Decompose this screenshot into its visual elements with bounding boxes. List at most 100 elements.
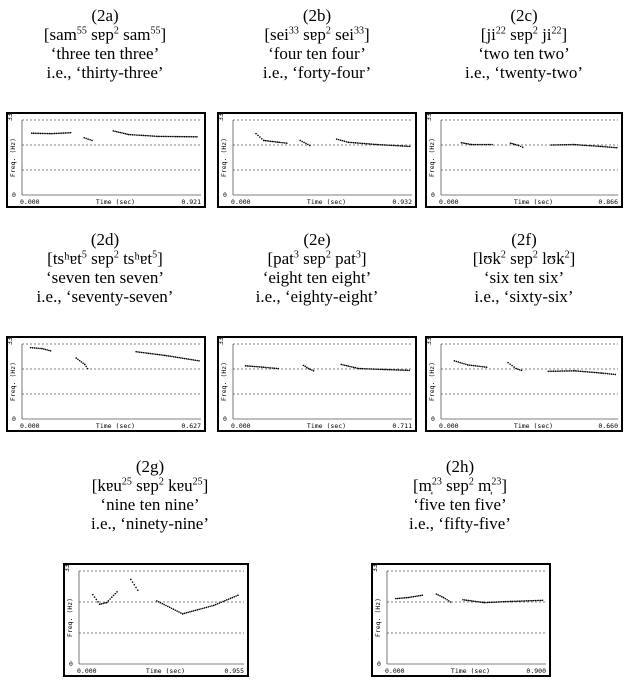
pitch-point	[437, 594, 440, 596]
pitch-point	[478, 143, 480, 146]
x-tick-label-end: 0.955	[224, 667, 244, 675]
y-tick-label-bottom: 0	[12, 191, 16, 199]
pitch-point	[191, 610, 193, 613]
pitch-point	[165, 604, 167, 607]
pitch-point	[60, 132, 63, 134]
pitch-point	[554, 144, 556, 146]
pitch-point	[561, 143, 564, 146]
pitch-point	[467, 599, 470, 602]
x-tick-label-end: 0.932	[392, 198, 412, 206]
pitch-point	[419, 594, 422, 597]
pitch-point	[491, 143, 493, 146]
pitch-point	[160, 354, 162, 356]
pitch-point	[559, 370, 562, 372]
pitch-point	[244, 365, 247, 367]
tone-number: 5	[152, 249, 158, 261]
pitch-point	[46, 132, 49, 135]
pitch-point	[133, 134, 136, 136]
pitch-point	[181, 357, 184, 360]
pitch-point	[312, 370, 315, 372]
pitch-point	[37, 347, 39, 350]
pitch-point	[258, 366, 261, 368]
pitch-plot: 330 0 Freq. (Hz) 0.000 0.627 Time (sec)	[6, 336, 206, 432]
pitch-point	[205, 606, 208, 609]
pitch-point	[397, 369, 400, 371]
pitch-point	[396, 144, 398, 147]
pitch-point	[394, 144, 396, 147]
pitch-point	[588, 371, 591, 373]
pitch-point	[53, 132, 56, 135]
pitch-point	[349, 141, 351, 144]
pitch-point	[112, 130, 115, 132]
pitch-point	[41, 347, 43, 350]
pitch-point	[610, 146, 613, 149]
pitch-point	[185, 135, 188, 138]
pitch-point	[280, 141, 282, 144]
y-tick-label-top: 330	[427, 114, 433, 121]
pitch-point	[585, 370, 587, 373]
pitch-point	[347, 365, 350, 367]
pitch-point	[266, 366, 268, 369]
pitch-point	[48, 132, 51, 135]
y-tick-label-top: 330	[427, 338, 433, 345]
panel-caption: (2b) [sei33 sɐp2 sei33] ‘four ten four’ i.e…	[207, 6, 427, 82]
transcription-part: sɐp	[505, 249, 533, 268]
gloss: ‘four ten four’	[268, 44, 366, 63]
pitch-point	[351, 141, 353, 144]
pitch-point	[135, 134, 137, 136]
pitch-point	[176, 356, 179, 359]
pitch-point	[363, 142, 366, 145]
pitch-point	[131, 133, 134, 136]
pitch-point	[383, 144, 386, 146]
transcription-part: [tsʰɐt	[47, 249, 82, 268]
pitch-point	[155, 135, 158, 138]
pitch-point	[86, 367, 89, 370]
pitch-point	[343, 364, 346, 367]
transcription-part: sam	[118, 25, 151, 44]
pitch-point	[207, 606, 210, 608]
tone-number: 2	[325, 25, 331, 37]
panel-id: (2e)	[303, 230, 331, 249]
pitch-point	[576, 370, 578, 372]
pitch-point	[465, 363, 467, 366]
pitch-point	[583, 144, 586, 147]
pitch-point	[472, 143, 475, 146]
tone-number: 5	[81, 249, 87, 261]
pitch-point	[603, 372, 605, 375]
tone-number: 25	[192, 476, 203, 488]
pitch-point	[111, 596, 113, 599]
transcription: [m̩23 sɐp2 m̩23]	[350, 476, 570, 495]
pitch-point	[511, 142, 513, 145]
pitch-point	[529, 599, 531, 602]
pitch-point	[274, 141, 277, 143]
pitch-point	[159, 601, 162, 604]
pitch-point	[478, 365, 480, 368]
pitch-point	[561, 370, 564, 372]
meaning: i.e., ‘fifty-five’	[409, 514, 511, 533]
pitch-point	[262, 139, 265, 142]
pitch-point	[368, 368, 371, 370]
pitch-point	[156, 353, 159, 356]
meaning: i.e., ‘seventy-seven’	[36, 287, 174, 306]
panel-caption: (2c) [ji22 sɐp2 ji22] ‘two ten two’ i.e., ‘…	[414, 6, 628, 82]
pitch-point	[159, 135, 161, 138]
pitch-point	[381, 144, 384, 146]
x-tick-label-end: 0.866	[598, 198, 618, 206]
pitch-point	[337, 138, 340, 141]
panel-caption: (2d) [tsʰɐt5 sɐp2 tsʰɐt5] ‘seven ten seven…	[0, 230, 215, 306]
pitch-plot: 330 0 Freq. (Hz) 0.000 0.900 Time (sec)	[371, 563, 551, 677]
y-axis-label: Freq. (Hz)	[9, 138, 17, 177]
tone-number: 55	[150, 25, 161, 37]
pitch-track-svg: 330 0 Freq. (Hz) 0.000 0.955 Time (sec)	[65, 565, 244, 675]
pitch-point	[196, 359, 198, 362]
pitch-point	[131, 581, 134, 583]
pitch-point	[478, 601, 480, 603]
pitch-point	[401, 145, 404, 147]
pitch-point	[455, 360, 458, 363]
pitch-point	[351, 366, 353, 368]
pitch-point	[69, 131, 72, 134]
pitch-point	[166, 135, 168, 138]
pitch-point	[615, 146, 618, 149]
pitch-point	[483, 143, 486, 146]
panel-id: (2a)	[91, 6, 119, 25]
